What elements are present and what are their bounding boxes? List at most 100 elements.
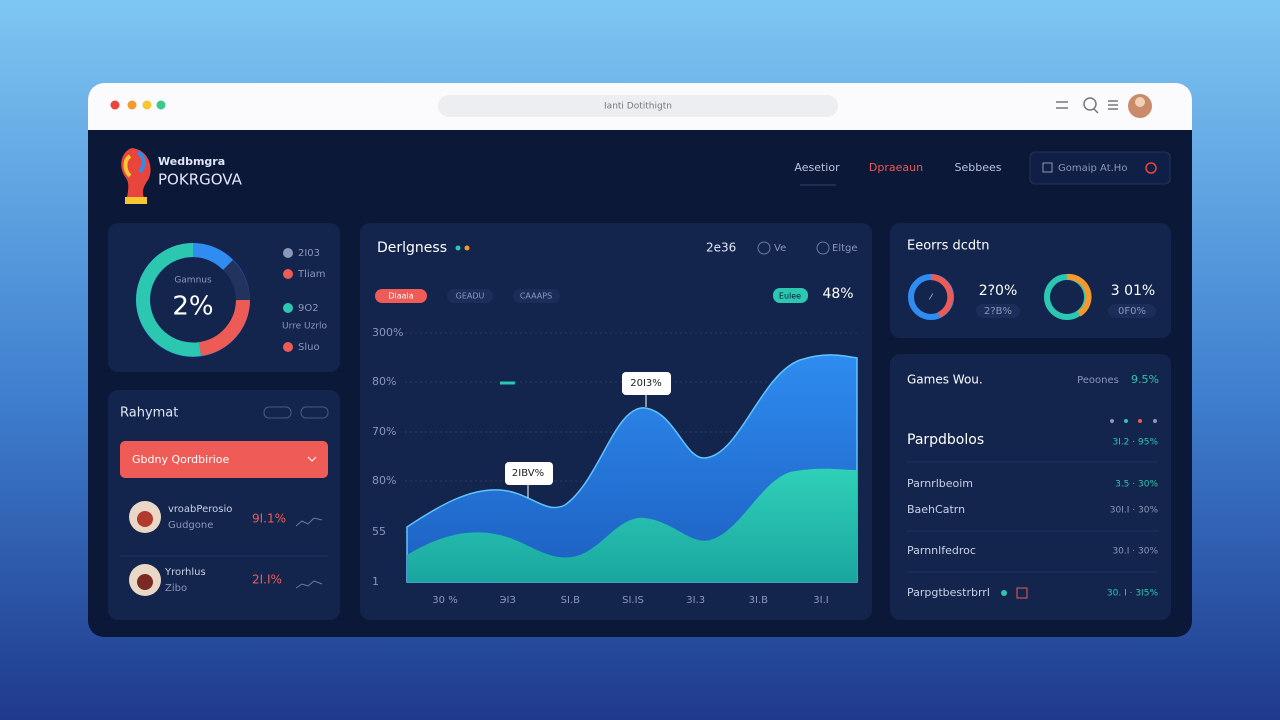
- dot: [1124, 419, 1128, 423]
- row-name: BaehCatrn: [907, 503, 965, 516]
- avatar-shirt: [137, 574, 153, 590]
- nav-item[interactable]: Sebbees: [955, 161, 1002, 174]
- x-axis-label: ЭIЗ: [499, 595, 515, 606]
- card-title: Eeorrs dcdtn: [907, 239, 990, 254]
- dropdown[interactable]: [120, 441, 328, 478]
- x-axis-label: 30 %: [432, 595, 457, 606]
- y-axis-label: 300%: [372, 326, 403, 339]
- row-name: vroabPerosio: [168, 504, 232, 515]
- filter-text: Dlaala: [388, 292, 413, 301]
- header-stat: Ve: [774, 243, 786, 254]
- donut-value: 2%: [172, 292, 213, 322]
- stat-icon: [757, 241, 771, 255]
- dot: [1138, 419, 1142, 423]
- avatar-shirt: [137, 511, 153, 527]
- y-axis-label: 80%: [372, 474, 396, 487]
- stats-card: [890, 223, 1171, 338]
- row-icon: [1016, 587, 1028, 599]
- window-dot[interactable]: [127, 100, 137, 110]
- legend-dot: [283, 248, 293, 258]
- row-value: 2I.I%: [252, 573, 282, 587]
- sparkline: [295, 517, 323, 527]
- row-name: Parnrlbeoim: [907, 477, 973, 490]
- x-axis-label: 3I.I: [813, 595, 828, 606]
- alert-icon[interactable]: [1145, 162, 1157, 174]
- dot: [1153, 419, 1157, 423]
- toolbar-icons: [1056, 97, 1118, 114]
- nav-item[interactable]: Aesetior: [794, 161, 840, 174]
- stat-value: 2?0%: [979, 283, 1018, 299]
- legend-dot: [283, 269, 293, 279]
- legend-dot: [283, 303, 293, 313]
- header-stat: Eltge: [832, 243, 858, 254]
- mini-donut: [1044, 273, 1092, 320]
- card-title: Games Wou.: [907, 373, 983, 387]
- dot: [1110, 419, 1114, 423]
- games-card: [890, 354, 1171, 620]
- callout: [505, 462, 553, 485]
- y-axis-label: 55: [372, 525, 386, 538]
- y-axis-label: 70%: [372, 425, 396, 438]
- filter-text: CAAAPS: [520, 292, 552, 301]
- donut-label: Gamnus: [174, 276, 212, 286]
- area-series: [407, 468, 857, 582]
- row-value: 30.I · 30%: [1112, 547, 1158, 557]
- row-name: Parnnlfedroc: [907, 544, 976, 557]
- row-name: Yrorhlus: [164, 567, 206, 578]
- legend-dot: [283, 342, 293, 352]
- row-sub: Zibo: [165, 583, 187, 594]
- x-axis-label: 3I.3: [686, 595, 705, 606]
- legend-text: Tliam: [297, 269, 326, 280]
- address-bar[interactable]: [438, 95, 838, 117]
- toggle-pill[interactable]: [263, 406, 292, 419]
- stat-pill: [1108, 304, 1156, 318]
- filter-value: 48%: [822, 286, 853, 302]
- address-text: Ianti Dotithigtn: [604, 102, 672, 112]
- y-axis-label: 80%: [372, 375, 396, 388]
- row-value: 30. I · 3I5%: [1107, 589, 1159, 599]
- button-icon: [1042, 162, 1053, 173]
- legend-text: Sluo: [298, 342, 320, 353]
- mini-donut: [908, 274, 954, 320]
- stat-sub: 0F0%: [1118, 306, 1146, 317]
- filter-text: Eulee: [779, 292, 801, 301]
- row-value: 30I.I · 30%: [1110, 506, 1159, 516]
- card-label: Peoones: [1077, 375, 1119, 386]
- sparkline: [295, 580, 323, 589]
- stat-value: 3 01%: [1111, 283, 1155, 299]
- logo[interactable]: [121, 148, 151, 204]
- card-title: Derlgness: [377, 240, 447, 256]
- header-stat: 2e36: [706, 241, 736, 255]
- card-title: Rahymat: [120, 406, 178, 421]
- menu-icon[interactable]: [1056, 101, 1068, 109]
- nav-item[interactable]: Dpraeaun: [869, 161, 923, 174]
- x-axis-label: SI.IS: [622, 595, 644, 606]
- chevron: [307, 456, 317, 462]
- section-value: 3I.2 · 95%: [1112, 438, 1158, 448]
- filter-pill[interactable]: [447, 289, 493, 303]
- logo-line: Wedbmgra: [158, 155, 225, 168]
- search-icon[interactable]: [1083, 97, 1097, 111]
- window-dot[interactable]: [156, 100, 166, 110]
- window-dot[interactable]: [142, 100, 152, 110]
- window-dot[interactable]: [110, 100, 120, 110]
- row-value: 9I.1%: [252, 512, 286, 526]
- callout: [622, 372, 671, 395]
- section-title: Parpdbolos: [907, 432, 984, 448]
- avatar-face: [1135, 97, 1145, 107]
- y-axis-label: 1: [372, 575, 379, 588]
- row-value: 3.5 · 30%: [1115, 480, 1158, 490]
- stat-pill: [976, 304, 1020, 318]
- callout-text: 2IBV%: [512, 468, 544, 479]
- filter-pill[interactable]: [773, 288, 808, 303]
- callout-text: 20I3%: [630, 378, 662, 389]
- filter-text: GEADU: [456, 292, 485, 301]
- nav-button[interactable]: [1029, 151, 1171, 185]
- toggle-pill[interactable]: [300, 406, 329, 419]
- status-dot: [464, 245, 470, 251]
- filter-pill[interactable]: [375, 289, 427, 303]
- legend-text: Urre Uzrlo: [282, 322, 328, 332]
- menu-icon[interactable]: [1108, 100, 1118, 110]
- filter-pill[interactable]: [513, 289, 560, 303]
